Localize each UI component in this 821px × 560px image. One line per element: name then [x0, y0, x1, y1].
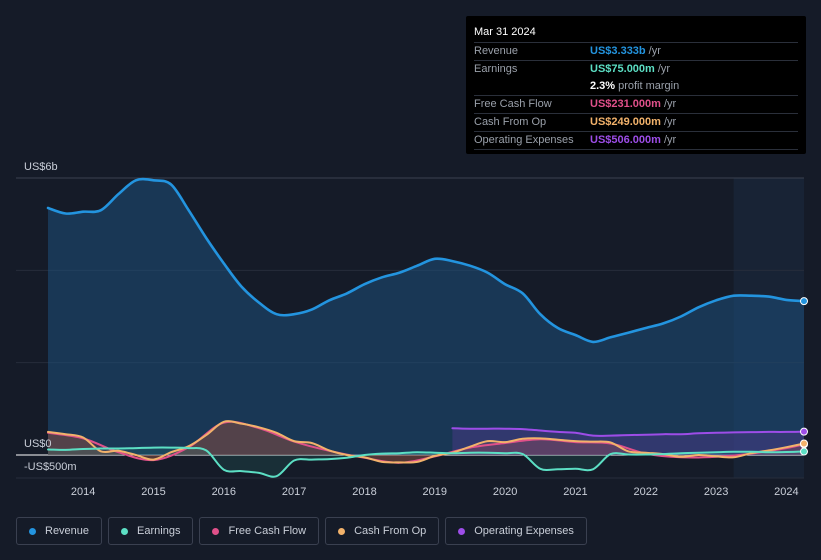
legend-label: Revenue [45, 525, 90, 537]
tooltip-value: US$3.333b [590, 45, 646, 57]
tooltip-value: US$506.000m [590, 134, 661, 146]
tooltip-row-margin: 2.3% profit margin [474, 78, 798, 96]
legend-item-operating-expenses[interactable]: Operating Expenses [445, 517, 587, 545]
tooltip-label: Earnings [474, 63, 518, 75]
tooltip-value: 2.3% [590, 80, 616, 92]
x-tick-label: 2024 [774, 486, 798, 498]
tooltip-row-revenue: Revenue US$3.333b /yr [474, 43, 798, 61]
tooltip-row-cfo: Cash From Op US$249.000m /yr [474, 114, 798, 132]
legend-dot-icon [212, 527, 220, 535]
legend-label: Earnings [137, 525, 181, 537]
x-tick-label: 2016 [212, 486, 236, 498]
legend-dot-icon [458, 527, 466, 535]
y-label-top: US$6b [24, 161, 58, 173]
x-tick-label: 2017 [282, 486, 306, 498]
legend-label: Operating Expenses [474, 525, 574, 537]
legend-dot-icon [338, 527, 346, 535]
endpoint-cash-from-op [800, 439, 808, 448]
tooltip-row-fcf: Free Cash Flow US$231.000m /yr [474, 96, 798, 114]
area-revenue [48, 179, 804, 455]
area-earnings [48, 447, 804, 477]
legend-dot-icon [29, 527, 36, 535]
tooltip-row-earnings: Earnings US$75.000m /yr [474, 61, 798, 78]
x-tick-label: 2015 [141, 486, 165, 498]
line-earnings [47, 446, 805, 478]
legend-label: Cash From Op [354, 525, 427, 537]
tooltip-unit: /yr [657, 63, 671, 75]
area-cash-from-op [48, 421, 804, 463]
line-operating-expenses [451, 427, 805, 437]
series-areas [48, 179, 804, 477]
line-revenue [46, 177, 806, 344]
x-tick-label: 2020 [493, 486, 517, 498]
legend: Revenue Earnings Free Cash Flow Cash Fro… [16, 517, 587, 545]
x-axis-ticks: 2014 2015 2016 2017 2018 2019 2020 2021 2022 2023… [71, 486, 799, 498]
tooltip-value: US$75.000m [590, 63, 655, 75]
legend-label: Free Cash Flow [228, 525, 307, 537]
x-tick-label: 2023 [704, 486, 728, 498]
endpoint-earnings [800, 447, 808, 456]
tooltip-label: Operating Expenses [474, 134, 574, 146]
x-tick-label: 2021 [563, 486, 587, 498]
tooltip-label: Free Cash Flow [474, 98, 552, 110]
series-endpoints [800, 297, 808, 456]
tooltip-unit: /yr [663, 116, 677, 128]
legend-item-earnings[interactable]: Earnings [108, 517, 194, 545]
legend-item-revenue[interactable]: Revenue [16, 517, 103, 545]
legend-dot-icon [121, 527, 129, 535]
endpoint-operating-expenses [800, 427, 808, 436]
endpoint-revenue [800, 297, 808, 306]
x-tick-label: 2018 [352, 486, 376, 498]
area-operating-expenses [452, 428, 804, 455]
legend-item-free-cash-flow[interactable]: Free Cash Flow [199, 517, 320, 545]
x-tick-label: 2019 [423, 486, 447, 498]
y-label-zero: US$0 [24, 438, 52, 450]
tooltip-unit: profit margin [618, 80, 680, 92]
tooltip-label [474, 78, 590, 95]
tooltip-date: Mar 31 2024 [474, 22, 798, 43]
x-tick-label: 2022 [634, 486, 658, 498]
series-lines [46, 177, 806, 478]
tooltip-unit: /yr [663, 98, 677, 110]
tooltip-row-opex: Operating Expenses US$506.000m /yr [474, 132, 798, 150]
tooltip-unit: /yr [663, 134, 677, 146]
tooltip-label: Cash From Op [474, 116, 547, 128]
tooltip-value: US$249.000m [590, 116, 661, 128]
tooltip-label: Revenue [474, 45, 519, 57]
legend-item-cash-from-op[interactable]: Cash From Op [325, 517, 440, 545]
x-tick-label: 2014 [71, 486, 95, 498]
tooltip-value: US$231.000m [590, 98, 661, 110]
tooltip-unit: /yr [648, 45, 661, 57]
y-label-bottom: -US$500m [24, 461, 77, 473]
line-cash-from-op [47, 420, 805, 464]
tooltip-panel: Mar 31 2024 Revenue US$3.333b /yr Earnin… [466, 16, 806, 154]
